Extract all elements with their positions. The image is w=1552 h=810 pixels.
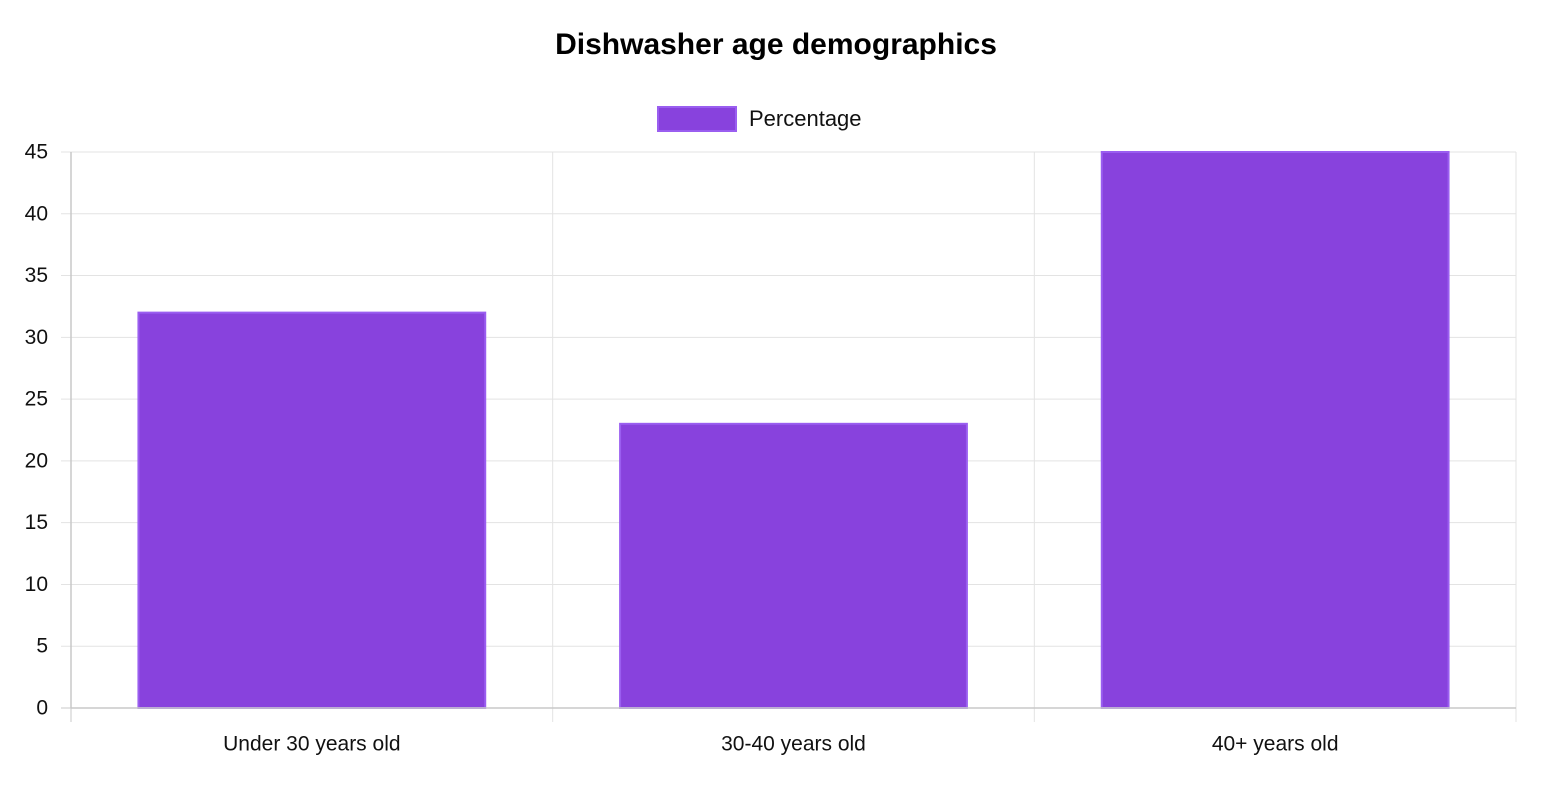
bar-1[interactable] bbox=[137, 311, 487, 709]
bar-2[interactable] bbox=[619, 422, 968, 709]
y-tick-label: 0 bbox=[36, 697, 48, 720]
y-tick-label: 30 bbox=[25, 326, 48, 349]
y-tick-label: 25 bbox=[25, 388, 48, 411]
legend-swatch bbox=[657, 106, 737, 132]
y-tick-label: 35 bbox=[25, 264, 48, 287]
chart-title: Dishwasher age demographics bbox=[555, 28, 997, 61]
bar-3[interactable] bbox=[1100, 151, 1450, 709]
label-layer: 0 5 10 15 20 25 30 35 40 45 Under 30 years old 30-4… bbox=[25, 141, 1339, 756]
bar-layer bbox=[137, 151, 1450, 709]
y-tick-label: 15 bbox=[25, 511, 48, 534]
x-tick-label: Under 30 years old bbox=[223, 733, 400, 756]
y-tick-label: 5 bbox=[36, 635, 48, 658]
y-tick-label: 45 bbox=[25, 141, 48, 164]
y-tick-label: 20 bbox=[25, 449, 48, 472]
legend-label: Percentage bbox=[749, 106, 862, 131]
axis-layer bbox=[70, 152, 1516, 709]
legend[interactable]: Percentage bbox=[657, 104, 862, 134]
x-tick-label: 40+ years old bbox=[1212, 733, 1339, 756]
y-tick-label: 40 bbox=[25, 202, 48, 225]
y-tick-label: 10 bbox=[25, 573, 48, 596]
x-tick-label: 30-40 years old bbox=[721, 733, 866, 756]
